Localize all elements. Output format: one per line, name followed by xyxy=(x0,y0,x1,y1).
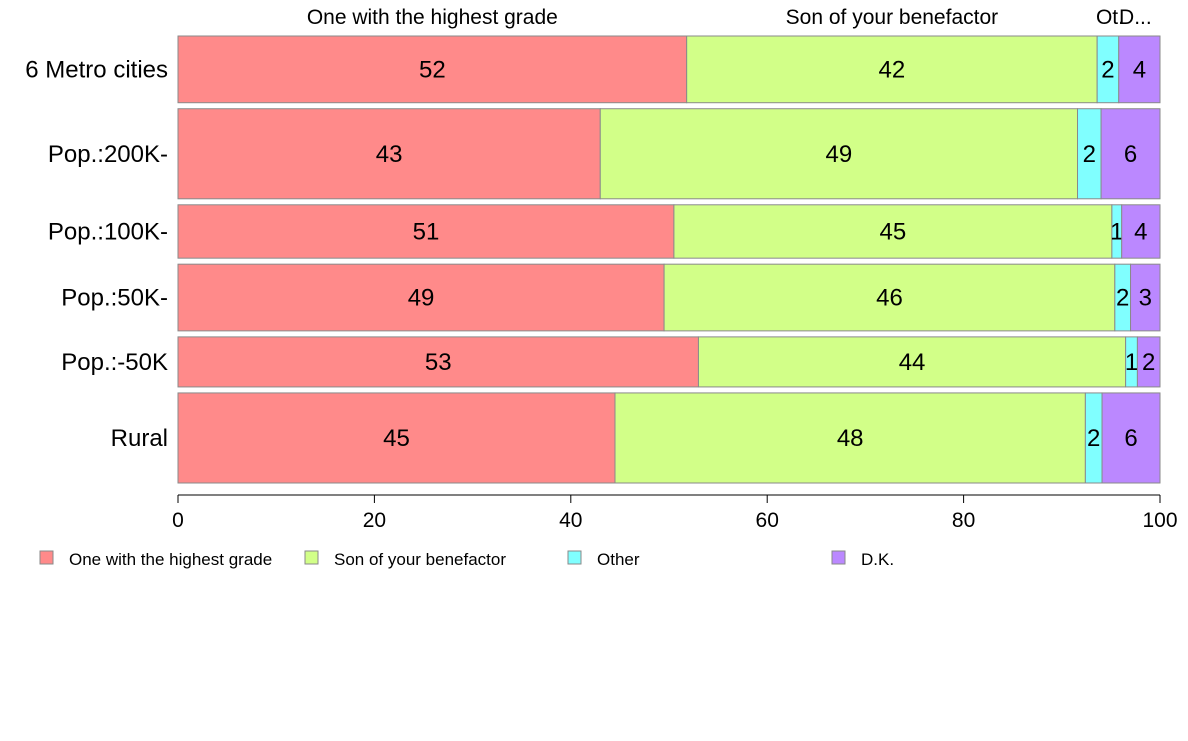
category-label: Pop.:-50K xyxy=(61,349,168,376)
bar-segment xyxy=(614,392,1086,484)
data-label: 6 xyxy=(1124,141,1137,168)
bar-segment xyxy=(177,108,601,200)
bar-segment xyxy=(673,204,1113,259)
data-label: 2 xyxy=(1083,141,1096,168)
data-label: 1 xyxy=(1125,349,1138,376)
data-label: 2 xyxy=(1116,285,1129,312)
category-label: Pop.:100K- xyxy=(48,218,168,245)
data-label: 49 xyxy=(826,141,853,168)
legend-other: Other xyxy=(597,550,640,569)
top-label-other: Ot. xyxy=(1096,6,1124,29)
x-tick-label: 100 xyxy=(1142,509,1177,532)
top-label-benefactor: Son of your benefactor xyxy=(786,6,998,29)
bar-segment xyxy=(1101,392,1161,484)
legend-benefactor-swatch xyxy=(304,550,319,565)
legend-highest-grade: One with the highest grade xyxy=(69,550,272,569)
bar-segment xyxy=(177,263,665,332)
data-label: 2 xyxy=(1087,425,1100,452)
bar-segment xyxy=(599,108,1079,200)
legend-dk-swatch xyxy=(831,550,846,565)
data-label: 4 xyxy=(1133,56,1146,83)
bar-segment xyxy=(1136,336,1161,388)
bar-segment xyxy=(663,263,1116,332)
x-tick-label: 0 xyxy=(172,509,184,532)
x-tick-label: 40 xyxy=(559,509,582,532)
data-label: 53 xyxy=(425,349,452,376)
legend-dk: D.K. xyxy=(861,550,894,569)
data-label: 6 xyxy=(1124,425,1137,452)
top-label-highest-grade: One with the highest grade xyxy=(307,6,558,29)
data-label: 51 xyxy=(413,218,440,245)
bar-segment xyxy=(1100,108,1161,200)
bar-segment xyxy=(697,336,1127,388)
data-label: 43 xyxy=(376,141,403,168)
x-tick-label: 60 xyxy=(756,509,779,532)
data-label: 1 xyxy=(1110,218,1123,245)
category-label: Rural xyxy=(111,425,168,452)
data-label: 4 xyxy=(1134,218,1147,245)
data-label: 45 xyxy=(880,218,907,245)
data-label: 48 xyxy=(837,425,864,452)
data-label: 52 xyxy=(419,56,446,83)
data-label: 3 xyxy=(1139,285,1152,312)
legend-highest-grade-swatch xyxy=(39,550,54,565)
data-label: 2 xyxy=(1101,56,1114,83)
category-label: Pop.:200K- xyxy=(48,141,168,168)
bar-segment xyxy=(177,204,675,259)
data-label: 42 xyxy=(879,56,906,83)
x-tick-label: 20 xyxy=(363,509,386,532)
bar-segment xyxy=(1121,204,1161,259)
data-label: 46 xyxy=(876,285,903,312)
x-tick-label: 80 xyxy=(952,509,975,532)
data-label: 2 xyxy=(1142,349,1155,376)
legend-other-swatch xyxy=(567,550,582,565)
legend-benefactor: Son of your benefactor xyxy=(334,550,506,569)
bar-segment xyxy=(686,35,1098,104)
bar-segment xyxy=(1130,263,1161,332)
category-label: 6 Metro cities xyxy=(25,56,168,83)
bar-segment xyxy=(177,392,616,484)
category-label: Pop.:50K- xyxy=(61,285,168,312)
data-label: 44 xyxy=(899,349,926,376)
data-label: 49 xyxy=(408,285,435,312)
bar-segment xyxy=(1118,35,1161,104)
data-label: 45 xyxy=(383,425,410,452)
bar-segment xyxy=(177,336,699,388)
top-label-dk: D... xyxy=(1119,6,1152,29)
